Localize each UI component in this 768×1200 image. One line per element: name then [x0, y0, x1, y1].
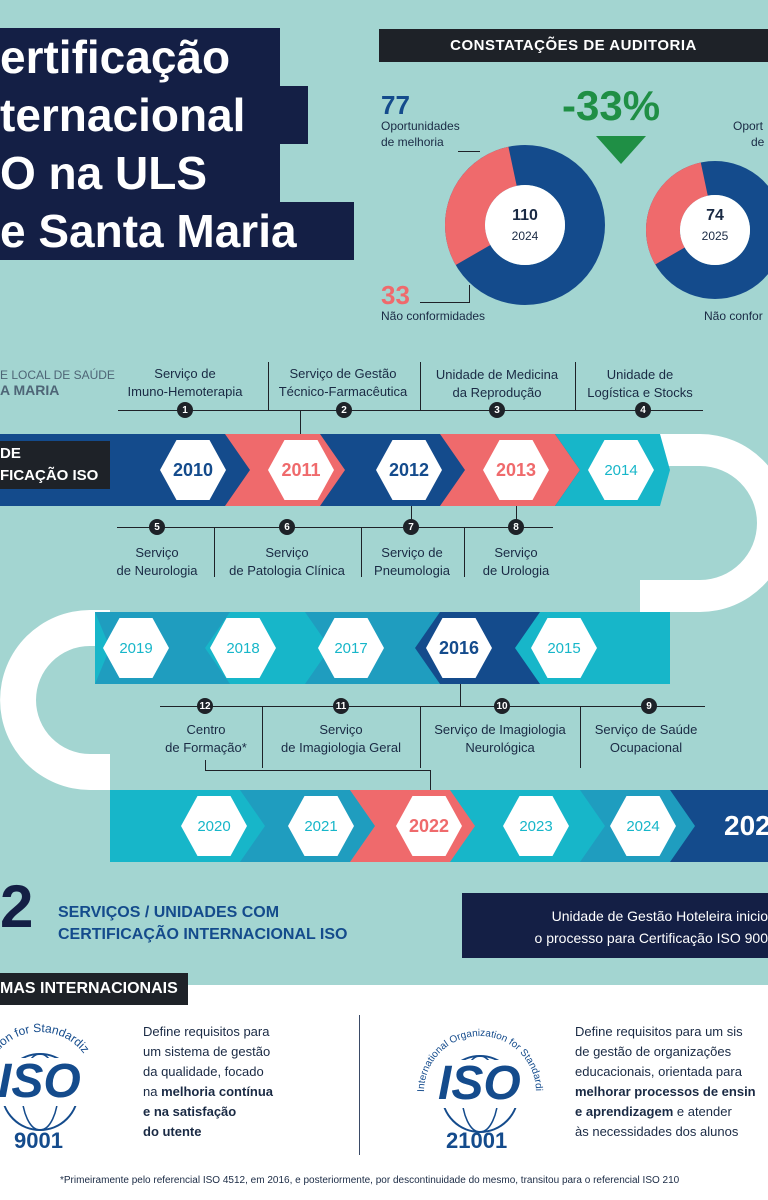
year-2023: 2023	[503, 796, 569, 856]
service-2-number: 2	[336, 402, 352, 418]
donut-2025	[646, 161, 768, 299]
title-line-4: e Santa Maria	[0, 202, 354, 260]
year-2017: 2017	[318, 618, 384, 678]
iso-9001-code: 9001	[14, 1128, 63, 1153]
service-7: Serviço de Pneumologia	[374, 545, 450, 578]
connector	[300, 410, 301, 434]
donut-2024-year: 2024	[511, 229, 539, 243]
iso-9001-description: Define requisitos para um sistema de ges…	[143, 1024, 274, 1139]
connector	[214, 527, 215, 577]
service-11: Serviço de Imagiologia Geral	[281, 722, 401, 755]
service-12: Centro de Formação*	[165, 722, 247, 755]
connector	[580, 706, 581, 768]
year-2014: 2014	[588, 440, 654, 500]
service-7-number: 7	[403, 519, 419, 535]
title-line-2: ternacional	[0, 86, 308, 144]
year-current: 202	[724, 810, 768, 841]
timeline-band-label: DE FICAÇÃO ISO	[0, 441, 111, 489]
year-2018: 2018	[210, 618, 276, 678]
year-2016: 2016	[426, 618, 492, 678]
year-2024: 2024	[610, 796, 676, 856]
service-10-number: 10	[494, 698, 510, 714]
summary-box: Unidade de Gestão Hoteleira inicio o pro…	[462, 893, 768, 958]
connector	[268, 362, 269, 410]
service-9: Serviço de Saúde Ocupacional	[594, 722, 698, 755]
connector	[118, 410, 703, 411]
service-6: Serviço de Patologia Clínica	[229, 545, 345, 578]
iso-21001-logo-text: ISO	[434, 1060, 525, 1108]
norms-section	[0, 985, 768, 1200]
service-5: Serviço de Neurologia	[116, 545, 198, 578]
service-1-number: 1	[177, 402, 193, 418]
change-percent: -33%	[562, 82, 661, 129]
service-9-number: 9	[641, 698, 657, 714]
year-2011: 2011	[268, 440, 334, 500]
service-3-number: 3	[489, 402, 505, 418]
connector	[420, 362, 421, 410]
service-3: Unidade de Medicina da Reprodução	[435, 367, 559, 400]
service-8: Serviço de Urologia	[482, 545, 550, 578]
connector	[575, 362, 576, 410]
nonconf-value: 33	[381, 280, 410, 310]
nonconf-label: Não conformidades	[381, 309, 486, 323]
title-line-1: ertificação	[0, 28, 280, 86]
iso-21001-code: 21001	[446, 1128, 508, 1153]
logo: E LOCAL DE SAÚDE A MARIA	[0, 368, 115, 398]
down-arrow-icon	[596, 136, 646, 164]
connector	[469, 285, 470, 302]
service-8-number: 8	[508, 519, 524, 535]
service-4-number: 4	[635, 402, 651, 418]
year-2020: 2020	[181, 796, 247, 856]
title-block: ertificação ternacional O na ULS e Santa…	[0, 28, 354, 260]
connector	[464, 527, 465, 577]
connector	[460, 684, 461, 706]
right-opportunities-label: Oport de	[733, 119, 765, 149]
year-2013: 2013	[483, 440, 549, 500]
summary-text: SERVIÇOS / UNIDADES COM CERTIFICAÇÃO INT…	[58, 904, 348, 943]
iso-21001-description: Define requisitos para um sis de gestão …	[575, 1024, 756, 1139]
year-2015: 2015	[531, 618, 597, 678]
norms-divider	[359, 1015, 360, 1155]
donut-2024-total: 110	[512, 207, 538, 224]
audit-header: CONSTATAÇÕES DE AUDITORIA	[379, 29, 768, 62]
donut-2025-year: 2025	[701, 229, 729, 243]
service-2: Serviço de Gestão Técnico-Farmacêutica	[278, 366, 408, 399]
connector	[420, 302, 470, 303]
year-2022: 2022	[396, 796, 462, 856]
donut-2024	[445, 144, 605, 305]
right-nonconf-label: Não confor	[704, 309, 763, 323]
year-2012: 2012	[376, 440, 442, 500]
service-4: Unidade de Logística e Stocks	[587, 367, 693, 400]
opportunities-value: 77	[381, 90, 410, 120]
connector	[516, 506, 517, 527]
title-line-3: O na ULS	[0, 144, 280, 202]
iso-9001-logo-text: ISO	[0, 1058, 85, 1106]
connector	[117, 527, 553, 528]
connector	[458, 151, 480, 152]
summary-count: 2	[0, 873, 34, 940]
connector	[411, 506, 412, 527]
service-5-number: 5	[149, 519, 165, 535]
service-11-number: 11	[333, 698, 349, 714]
connector	[361, 527, 362, 577]
year-2021: 2021	[288, 796, 354, 856]
year-2019: 2019	[103, 618, 169, 678]
donut-2025-total: 74	[706, 207, 724, 224]
connector	[205, 760, 206, 770]
service-12-number: 12	[197, 698, 213, 714]
service-10: Serviço de Imagiologia Neurológica	[434, 722, 566, 755]
year-2010: 2010	[160, 440, 226, 500]
service-6-number: 6	[279, 519, 295, 535]
service-1: Serviço de Imuno-Hemoterapia	[127, 366, 243, 399]
connector	[205, 770, 430, 771]
norms-header: MAS INTERNACIONAIS	[0, 973, 188, 1005]
connector	[420, 706, 421, 768]
connector	[262, 706, 263, 768]
footnote: *Primeiramente pelo referencial ISO 4512…	[60, 1175, 680, 1186]
connector	[160, 706, 705, 707]
connector	[430, 770, 431, 790]
opportunities-label: Oportunidades de melhoria	[381, 119, 460, 149]
